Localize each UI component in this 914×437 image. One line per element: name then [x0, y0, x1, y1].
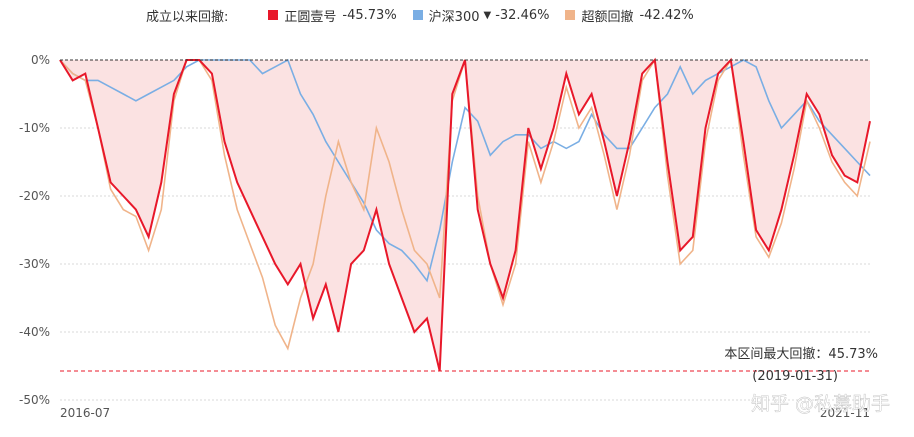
legend-value-excess: -42.42% [639, 7, 694, 23]
watermark: 知乎 @私募助手 [751, 393, 890, 415]
y-tick-label: -50% [19, 393, 50, 407]
legend-title: 成立以来回撤: [146, 9, 229, 25]
legend-item-fund[interactable]: 正圆壹号 -45.73% [268, 6, 397, 25]
y-tick-label: -20% [19, 189, 50, 203]
y-tick-label: 0% [31, 53, 50, 67]
legend-label-excess: 超额回撤 [581, 9, 634, 25]
legend-value-hs300: -32.46% [495, 7, 550, 23]
legend-label-fund: 正圆壹号 [284, 9, 337, 25]
series-line-hs300 [59, 58, 871, 283]
fund-drawdown-area [60, 60, 870, 371]
x-axis: 2016-07 2021-11 [60, 406, 870, 420]
legend-swatch-hs300 [412, 10, 423, 20]
y-tick-label: -40% [19, 325, 50, 339]
legend-swatch-excess [565, 10, 576, 20]
x-tick-label: 2016-07 [60, 406, 110, 420]
y-tick-label: -30% [19, 257, 50, 271]
max-drawdown-label: 本区间最大回撤：45.73% [724, 346, 878, 362]
max-drawdown-date: (2019-01-31) [752, 369, 838, 384]
dropdown-triangle-icon[interactable]: ▼ [483, 9, 492, 21]
legend-swatch-fund [268, 10, 279, 20]
y-axis: 0% -10% -20% -30% -40% -50% [19, 53, 50, 407]
legend: 成立以来回撤: 正圆壹号 -45.73% 沪深300 ▼ -32.46% 超额回… [0, 4, 710, 26]
y-tick-label: -10% [19, 121, 50, 135]
legend-item-excess[interactable]: 超额回撤 -42.42% [565, 6, 694, 25]
gridlines [60, 127, 870, 401]
legend-label-hs300: 沪深300 [428, 9, 480, 25]
legend-value-fund: -45.73% [342, 7, 397, 23]
legend-item-hs300[interactable]: 沪深300 ▼ -32.46% [412, 6, 550, 25]
x-tick-label: 2021-11 [820, 406, 870, 420]
